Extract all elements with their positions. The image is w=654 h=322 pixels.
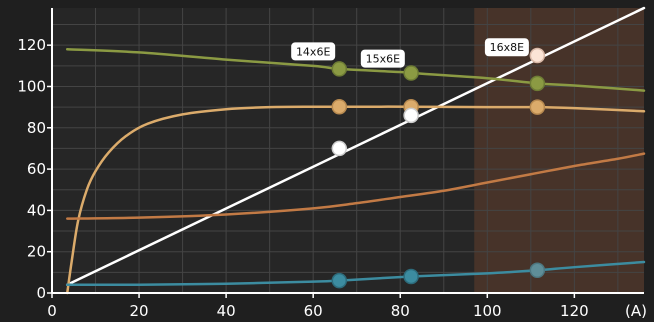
data-point-white_line bbox=[529, 47, 546, 64]
axes bbox=[51, 8, 644, 294]
y-tick-label: 100 bbox=[17, 77, 46, 95]
data-point-white_line bbox=[331, 140, 348, 157]
data-point-teal bbox=[529, 262, 546, 279]
data-point-teal bbox=[403, 268, 419, 285]
series-line-teal bbox=[65, 260, 646, 287]
point-label-box bbox=[360, 49, 405, 68]
point-label: 15x6E bbox=[360, 49, 405, 68]
x-tick-label: 100 bbox=[473, 302, 502, 320]
point-label-text: 16x8E bbox=[490, 41, 525, 54]
x-tick-label: 120 bbox=[560, 302, 589, 320]
series-layer bbox=[65, 6, 646, 295]
point-label-text: 15x6E bbox=[366, 53, 401, 66]
y-tick-label: 60 bbox=[27, 160, 46, 178]
data-point-green bbox=[403, 65, 419, 81]
y-tick-label: 120 bbox=[17, 36, 46, 54]
series-line-yellow bbox=[65, 105, 646, 295]
point-label: 16x8E bbox=[484, 38, 529, 57]
data-point-teal bbox=[331, 272, 348, 289]
x-tick-label: 80 bbox=[391, 302, 410, 320]
series-line-orange bbox=[65, 152, 646, 220]
x-tick-label: 20 bbox=[130, 302, 149, 320]
x-tick-label: 60 bbox=[304, 302, 323, 320]
data-point-yellow bbox=[529, 99, 546, 115]
x-tick-label: 0 bbox=[47, 302, 57, 320]
point-label: 14x6E bbox=[291, 42, 336, 61]
point-label-text: 14x6E bbox=[296, 45, 331, 58]
point-label-box bbox=[291, 42, 336, 61]
y-tick-label: 80 bbox=[27, 119, 46, 137]
data-point-white_line bbox=[403, 107, 419, 124]
data-point-green bbox=[331, 61, 348, 77]
x-axis-label: (A) bbox=[625, 302, 647, 320]
series-line-white_line bbox=[65, 6, 646, 286]
x-tick-label: 40 bbox=[217, 302, 236, 320]
series-line-green bbox=[65, 48, 646, 92]
points-layer bbox=[331, 47, 546, 289]
data-point-green bbox=[529, 75, 546, 92]
labels-layer: 14x6E 15x6E 16x8E bbox=[291, 38, 529, 68]
y-tick-label: 40 bbox=[27, 201, 46, 219]
y-tick-label: 20 bbox=[27, 243, 46, 261]
y-tick-label: 0 bbox=[36, 284, 46, 302]
point-label-box bbox=[484, 38, 529, 57]
ticks-layer: 0 20 40 60 80 100 120 0 20 40 60 80 100 120 bbox=[17, 36, 588, 320]
data-point-yellow bbox=[331, 98, 348, 115]
